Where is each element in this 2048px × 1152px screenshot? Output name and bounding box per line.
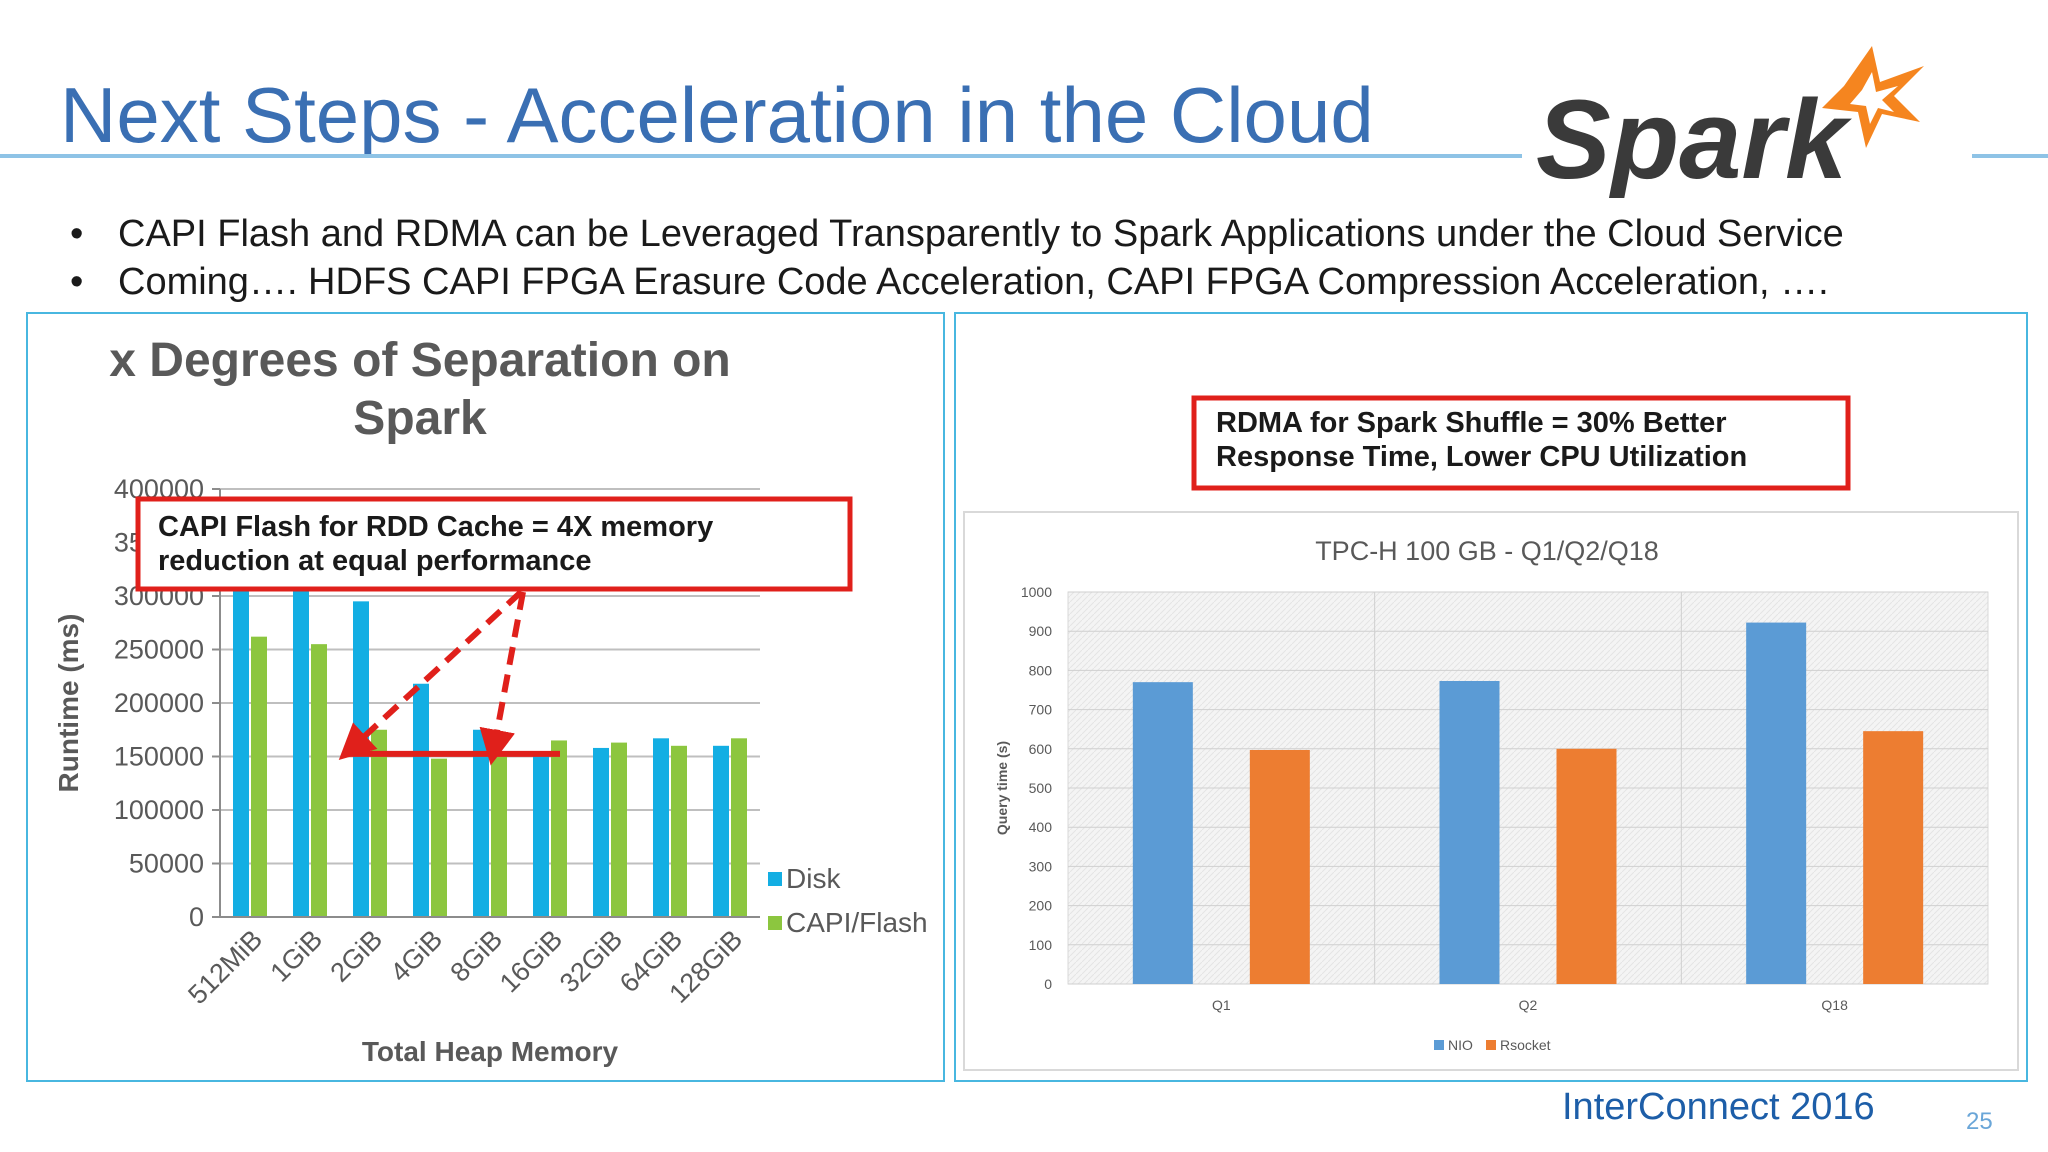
- x-tick-label: 1GiB: [265, 924, 329, 988]
- callout-text-line: RDMA for Spark Shuffle = 30% Better: [1216, 407, 1727, 439]
- bar-capiflash-16gib: [551, 740, 567, 917]
- y-tick-label: 800: [1029, 662, 1053, 678]
- bullet-list: CAPI Flash and RDMA can be Leveraged Tra…: [70, 210, 1844, 306]
- x-tick-label: Q2: [1519, 997, 1538, 1013]
- spark-logo: Spark: [1536, 46, 1924, 198]
- y-tick-label: 200000: [114, 688, 204, 718]
- bar-rsocket-q1: [1249, 749, 1310, 984]
- y-tick-label: 600: [1029, 741, 1053, 757]
- y-tick-label: 250000: [114, 635, 204, 665]
- legend-label: Disk: [786, 863, 841, 894]
- bullet-item: CAPI Flash and RDMA can be Leveraged Tra…: [70, 210, 1844, 258]
- bullet-item: Coming…. HDFS CAPI FPGA Erasure Code Acc…: [70, 258, 1844, 306]
- tpch-chart: RDMA for Spark Shuffle = 30% BetterRespo…: [963, 395, 2019, 1071]
- callout-text-line: reduction at equal performance: [158, 545, 592, 577]
- callout-box: [135, 496, 853, 592]
- callout-text-line: CAPI Flash for RDD Cache = 4X memory: [158, 511, 713, 543]
- x-tick-label: 16GiB: [494, 924, 568, 998]
- x-tick-label: 2GiB: [325, 924, 389, 988]
- bar-disk-64gib: [653, 738, 669, 917]
- title-underline: [0, 154, 1522, 158]
- y-tick-label: 1000: [1021, 584, 1052, 600]
- y-tick-label: 50000: [129, 849, 204, 879]
- bar-nio-q18: [1746, 622, 1807, 984]
- bar-disk-1gib: [293, 590, 309, 917]
- x-tick-label: Q1: [1212, 997, 1231, 1013]
- callout-text-line: Response Time, Lower CPU Utilization: [1216, 441, 1747, 473]
- x-tick-label: 512MiB: [182, 924, 268, 1010]
- bar-rsocket-q18: [1863, 731, 1924, 984]
- bar-capiflash-4gib: [431, 758, 447, 917]
- bar-disk-32gib: [593, 747, 609, 917]
- x-tick-label: 4GiB: [385, 924, 449, 988]
- legend-swatch: [768, 872, 782, 886]
- slide-title: Next Steps - Acceleration in the Cloud: [60, 71, 1374, 159]
- x-axis-title: Total Heap Memory: [362, 1036, 619, 1067]
- y-tick-label: 0: [189, 902, 204, 932]
- chart-title-line: Spark: [353, 392, 487, 445]
- bar-capiflash-2gib: [371, 729, 387, 917]
- legend-swatch: [768, 916, 782, 930]
- footer-brand: InterConnect 2016: [1562, 1086, 1875, 1128]
- y-tick-label: 0: [1044, 976, 1052, 992]
- bar-capiflash-8gib: [491, 751, 507, 917]
- legend-label: Rsocket: [1500, 1037, 1551, 1053]
- y-tick-label: 400: [1029, 819, 1053, 835]
- spark-logo-text: Spark: [1536, 77, 1852, 198]
- chart-title-line: x Degrees of Separation on: [109, 334, 731, 387]
- bar-disk-512mib: [233, 585, 249, 917]
- bar-disk-4gib: [413, 683, 429, 917]
- bar-disk-2gib: [353, 601, 369, 917]
- bar-disk-128gib: [713, 745, 729, 917]
- spark-star-icon: [1822, 46, 1924, 148]
- y-axis-title: Runtime (ms): [53, 614, 84, 793]
- bar-capiflash-128gib: [731, 738, 747, 917]
- x-tick-label: Q18: [1821, 997, 1848, 1013]
- bar-nio-q2: [1439, 680, 1500, 984]
- x-tick-label: 32GiB: [554, 924, 628, 998]
- y-tick-label: 150000: [114, 742, 204, 772]
- y-tick-label: 100000: [114, 795, 204, 825]
- bar-capiflash-32gib: [611, 742, 627, 917]
- bar-disk-8gib: [473, 729, 489, 917]
- legend-swatch: [1434, 1040, 1444, 1050]
- page-number: 25: [1966, 1108, 1993, 1135]
- bar-disk-16gib: [533, 754, 549, 917]
- legend-swatch: [1486, 1040, 1496, 1050]
- bar-nio-q1: [1132, 682, 1193, 984]
- y-tick-label: 300: [1029, 858, 1053, 874]
- arrow-to-2gib: [338, 589, 524, 761]
- callout-box: [1191, 395, 1851, 491]
- bar-capiflash-512mib: [251, 636, 267, 917]
- legend-label: CAPI/Flash: [786, 907, 928, 938]
- y-tick-label: 200: [1029, 898, 1053, 914]
- y-tick-label: 900: [1029, 623, 1053, 639]
- right-chart-panel: RDMA for Spark Shuffle = 30% Better Respo…: [954, 312, 2028, 1082]
- y-tick-label: 500: [1029, 780, 1053, 796]
- y-tick-label: 100: [1029, 937, 1053, 953]
- left-chart-panel: x Degrees of Separation on Spark 0 50000 100…: [26, 312, 945, 1082]
- bar-capiflash-1gib: [311, 644, 327, 917]
- bar-rsocket-q2: [1556, 748, 1617, 984]
- title-underline-right: [1972, 154, 2048, 158]
- chart-title: TPC-H 100 GB - Q1/Q2/Q18: [1315, 536, 1659, 566]
- legend-label: NIO: [1448, 1037, 1473, 1053]
- y-axis-title: Query time (s): [994, 741, 1010, 835]
- y-tick-label: 700: [1029, 702, 1053, 718]
- bar-capiflash-64gib: [671, 745, 687, 917]
